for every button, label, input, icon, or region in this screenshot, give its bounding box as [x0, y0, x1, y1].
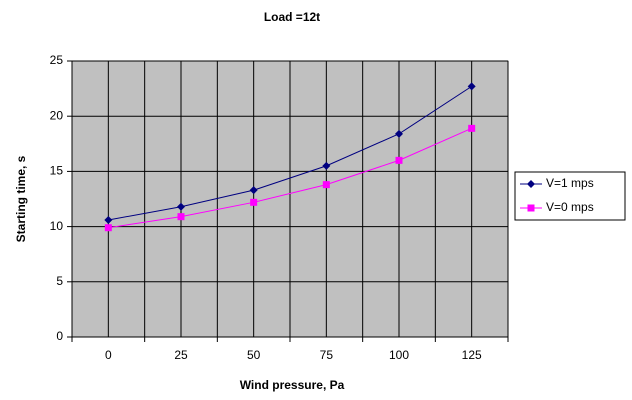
data-point: [250, 198, 258, 206]
x-tick-label: 75: [320, 348, 334, 362]
y-tick-label: 5: [56, 274, 63, 288]
x-axis-label: Wind pressure, Pa: [240, 378, 345, 392]
legend-marker: [527, 204, 535, 212]
data-point: [395, 156, 403, 164]
x-tick-label: 25: [174, 348, 188, 362]
x-tick-label: 0: [105, 348, 112, 362]
y-tick-label: 0: [56, 329, 63, 343]
data-point: [395, 129, 403, 138]
y-tick-label: 20: [50, 108, 64, 122]
legend-label: V=0 mps: [546, 200, 594, 214]
chart-title: Load =12t: [264, 10, 320, 24]
series-line: [108, 127, 472, 229]
y-tick-label: 10: [50, 219, 64, 233]
y-axis-label: Starting time, s: [14, 155, 28, 242]
data-point: [467, 82, 476, 91]
x-tick-label: 100: [389, 348, 409, 362]
data-point: [177, 213, 185, 221]
y-tick-label: 25: [50, 53, 64, 67]
legend-box: [514, 171, 626, 221]
y-tick-label: 15: [50, 164, 64, 178]
x-tick-label: 125: [462, 348, 482, 362]
data-point: [104, 224, 112, 232]
data-point: [468, 124, 476, 132]
legend-label: V=1 mps: [546, 176, 594, 190]
series-line: [108, 85, 472, 221]
legend-marker: [527, 180, 535, 188]
data-point: [322, 161, 331, 170]
data-point: [322, 181, 330, 189]
data-point: [177, 202, 185, 211]
data-point: [249, 186, 258, 195]
data-point: [104, 215, 113, 224]
x-tick-label: 50: [247, 348, 261, 362]
